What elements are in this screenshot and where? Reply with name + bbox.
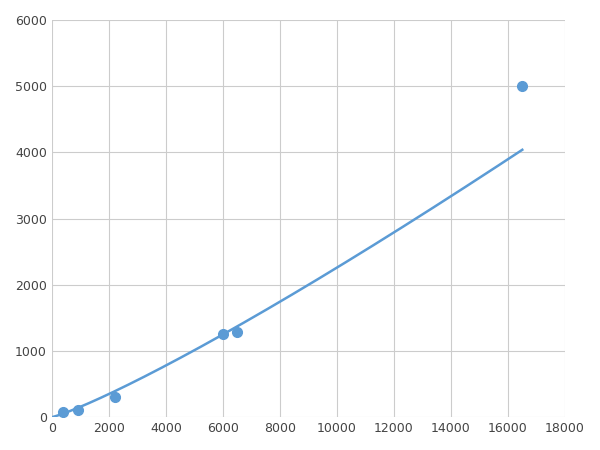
Point bbox=[110, 393, 119, 400]
Point bbox=[73, 406, 82, 414]
Point bbox=[58, 409, 68, 416]
Point bbox=[517, 83, 527, 90]
Point bbox=[232, 329, 242, 336]
Point bbox=[218, 331, 228, 338]
